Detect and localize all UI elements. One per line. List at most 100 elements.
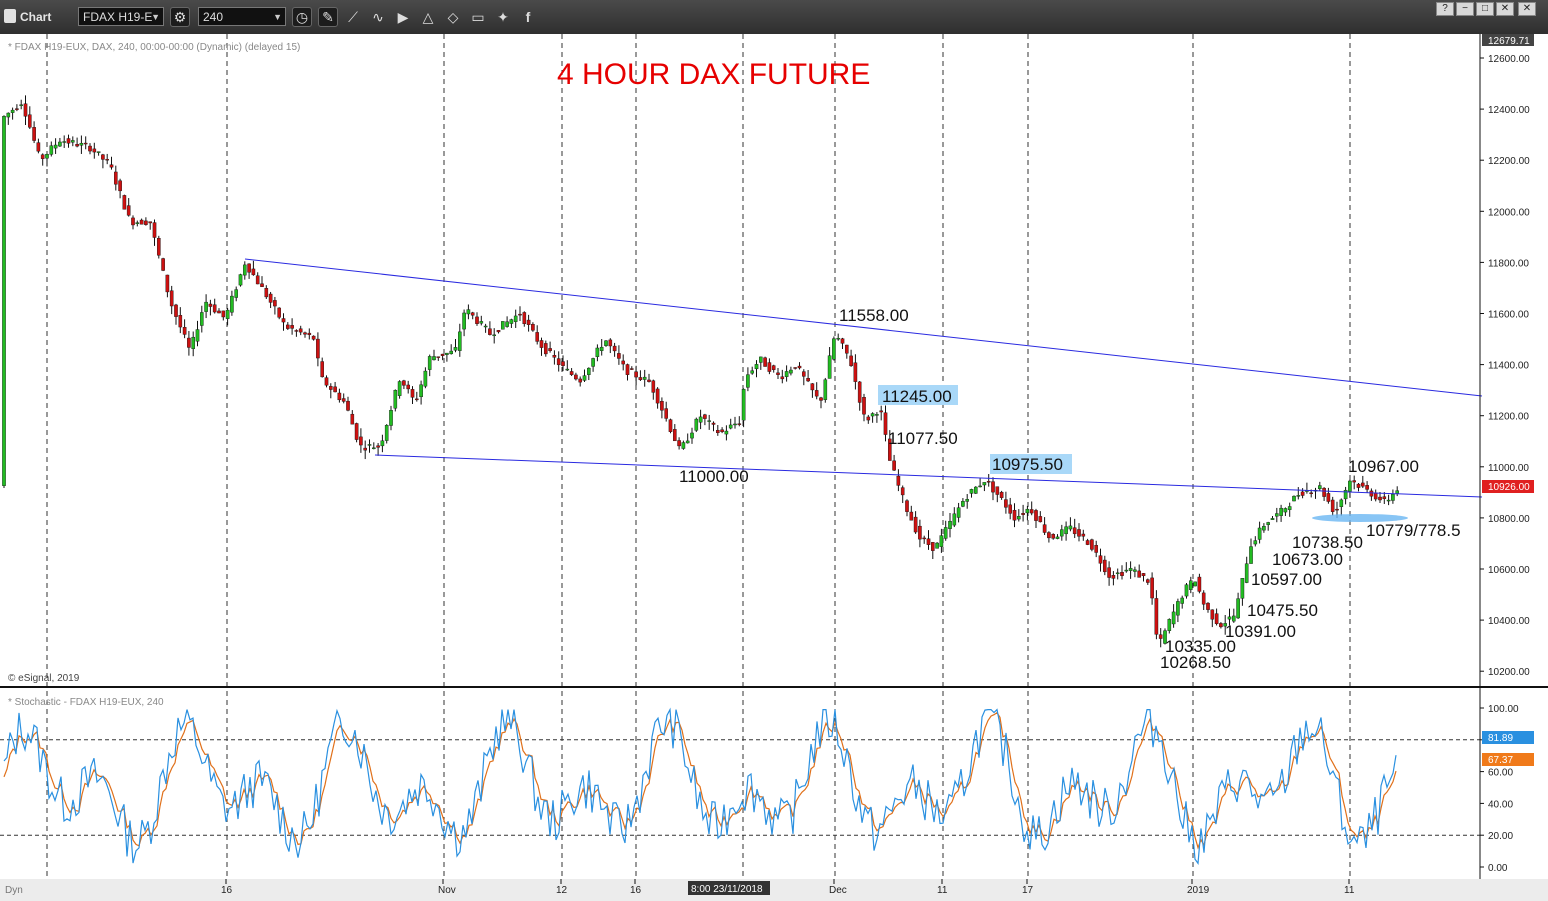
candle-body — [582, 375, 587, 381]
dyn-label[interactable]: Dyn — [5, 885, 23, 896]
candle-body — [1124, 569, 1129, 572]
candle-body — [320, 361, 325, 378]
clock-icon[interactable]: ◷ — [292, 7, 312, 27]
candle-body — [307, 332, 312, 335]
candle-body — [802, 371, 806, 377]
candle-body — [969, 489, 974, 494]
chevron-down-icon[interactable]: ▼ — [151, 12, 160, 22]
highlight-11245 — [878, 385, 958, 405]
time-tick-label: Dec — [829, 885, 847, 896]
alert-icon[interactable]: △ — [422, 9, 434, 25]
trendlines — [244, 258, 1483, 498]
candle-body — [1072, 527, 1077, 535]
candle-body — [746, 374, 750, 388]
candle-body — [956, 507, 961, 518]
candle-body — [509, 319, 514, 324]
minimize-button[interactable]: − — [1456, 2, 1474, 16]
candle-body — [660, 401, 664, 411]
price-tick-label: 10200.00 — [1488, 667, 1530, 678]
candle-body — [754, 364, 759, 370]
candle-body — [651, 380, 656, 393]
candle-body — [759, 356, 763, 363]
candle-body — [900, 487, 905, 496]
candle-body — [1025, 508, 1030, 514]
candle-body — [359, 436, 363, 446]
candle-body — [101, 154, 105, 160]
upper-trendline — [244, 258, 1483, 397]
candle-body — [337, 392, 342, 401]
candle-body — [1021, 513, 1025, 515]
candle-body — [118, 180, 122, 192]
candle-body — [126, 205, 131, 216]
candle-body — [1279, 507, 1283, 516]
candle-body — [1180, 597, 1184, 604]
candle-body — [574, 374, 578, 380]
candle-body — [199, 312, 204, 326]
facebook-icon[interactable]: f — [525, 9, 531, 25]
interval-value: 240 — [203, 10, 224, 24]
link-icon[interactable]: ∿ — [372, 9, 384, 25]
draw-tools-icon[interactable]: ✎ — [318, 7, 338, 27]
candle-body — [690, 432, 694, 439]
price-tick-label: 11600.00 — [1488, 310, 1529, 321]
annotation-11077: 11077.50 — [888, 429, 958, 448]
help-button[interactable]: ? — [1436, 2, 1454, 16]
candle-body — [888, 438, 892, 461]
candle-body — [793, 367, 797, 369]
price-tick-label: 12000.00 — [1488, 207, 1530, 218]
eraser-icon[interactable]: ◇ — [447, 9, 459, 25]
candle-body — [1317, 485, 1322, 490]
candle-body — [161, 258, 165, 271]
candle-body — [96, 151, 101, 153]
candle-body — [303, 332, 307, 335]
candle-body — [273, 300, 277, 307]
candle-body — [88, 145, 92, 152]
maximize-button[interactable]: □ — [1476, 2, 1494, 16]
settings-gear-icon[interactable]: ⚙ — [170, 7, 190, 27]
candle-body — [1111, 575, 1116, 579]
line-tool-icon[interactable]: ⟋ — [348, 9, 358, 25]
comment-icon[interactable]: ▭ — [471, 9, 485, 25]
annotation-10475: 10475.50 — [1247, 601, 1318, 620]
chart-canvas[interactable]: 12600.00 12400.00 12200.00 12000.00 11800.00… — [0, 34, 1548, 901]
candle-body — [513, 315, 518, 322]
close-button[interactable]: ✕ — [1518, 2, 1536, 16]
candle-body — [148, 221, 153, 224]
candle-body — [1270, 518, 1275, 520]
candle-body — [1223, 623, 1227, 627]
candle-body — [840, 338, 845, 344]
chevron-down-icon[interactable]: ▼ — [273, 12, 282, 22]
candle-body — [1077, 529, 1081, 537]
candle-body — [974, 486, 978, 494]
candle-body — [681, 442, 686, 449]
candle-body — [221, 310, 226, 318]
stoch-tick-label: 0.00 — [1488, 863, 1508, 874]
chart-header: * FDAX H19-EUX, DAX, 240, 00:00-00:00 (D… — [8, 42, 300, 53]
candle-body — [849, 355, 853, 367]
candle-body — [105, 158, 109, 161]
interval-input[interactable]: 240 ▼ — [198, 7, 286, 26]
last-price-tag — [1482, 480, 1534, 493]
candle-body — [1292, 495, 1296, 502]
twitter-icon[interactable]: ✦ — [497, 9, 509, 25]
candle-body — [6, 112, 11, 118]
candle-body — [135, 222, 140, 224]
candle-body — [1266, 522, 1270, 525]
candle-body — [1150, 577, 1154, 599]
candle-body — [1214, 613, 1219, 624]
candle-body — [591, 358, 595, 367]
time-axis-bar — [0, 879, 1548, 901]
candle-body — [1171, 611, 1176, 625]
candle-body — [1107, 567, 1111, 578]
candle-body — [1236, 598, 1240, 619]
candle-body — [1274, 513, 1279, 517]
candle-body — [277, 307, 282, 318]
candle-body — [1167, 619, 1172, 631]
candle-body — [479, 321, 484, 324]
stoch-k-tag-label: 81.89 — [1488, 733, 1513, 744]
symbol-input[interactable]: FDAX H19-E ▼ — [78, 7, 164, 26]
candle-body — [913, 516, 918, 533]
play-icon[interactable]: ▶ — [397, 9, 409, 25]
chart-title: 4 HOUR DAX FUTURE — [557, 58, 870, 91]
restore-button[interactable]: ✕ — [1496, 2, 1514, 16]
